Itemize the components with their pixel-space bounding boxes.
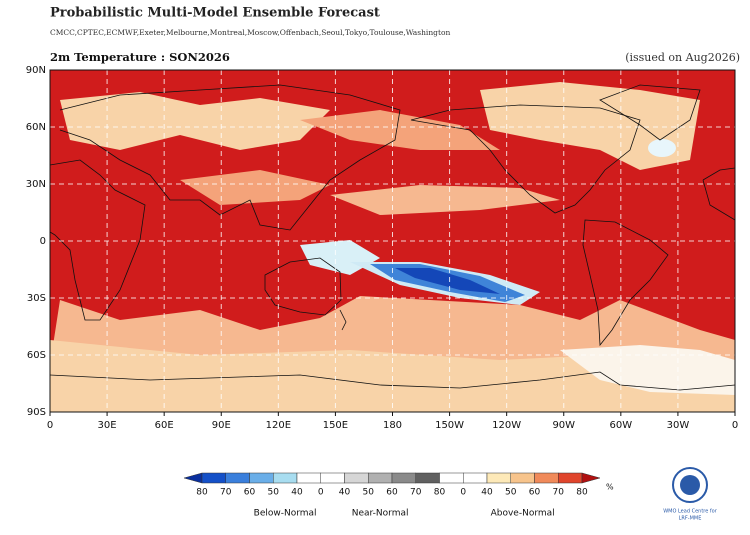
category-label: Near-Normal — [352, 509, 409, 519]
grid — [50, 70, 735, 412]
field-above-mid — [180, 170, 330, 205]
colorbar-segment — [510, 472, 535, 484]
lat-label: 90S — [27, 407, 46, 418]
legend: 80 70 60 50 40 0 40 50 60 70 80 0 40 50 60 70 80% Below-N… — [183, 472, 614, 519]
colorbar-segment — [225, 472, 250, 484]
colorbar-segment — [558, 472, 583, 484]
field-below-light — [648, 139, 676, 157]
colorbar-label: 70 — [220, 488, 232, 498]
colorbar-label: 50 — [505, 488, 517, 498]
colorbar-segment — [534, 472, 559, 484]
wmo-logo: WMO Lead Centre for LRF-MME — [663, 467, 718, 522]
coastlines — [49, 84, 736, 391]
colorbar-segment — [249, 472, 274, 484]
colorbar-end — [581, 472, 601, 484]
field-near — [560, 345, 735, 395]
colorbar-label: 60 — [529, 488, 541, 498]
category-label: Below-Normal — [254, 509, 317, 519]
colorbar-segment — [486, 472, 511, 484]
colorbar-label: 40 — [339, 488, 351, 498]
lon-label: 180 — [383, 420, 402, 431]
lon-label: 0 — [47, 420, 53, 431]
unit: % — [606, 483, 614, 492]
lat-label: 60S — [27, 350, 46, 361]
lat-label: 30N — [26, 179, 46, 190]
colorbar-label: 40 — [481, 488, 493, 498]
colorbar-segment — [273, 472, 298, 484]
colorbar-label: 80 — [196, 488, 208, 498]
field-above-mid — [330, 185, 560, 215]
lon-label: 60W — [610, 420, 633, 431]
map-title: 2m Temperature : SON2026 — [50, 50, 230, 64]
logo-text: LRF-MME — [679, 516, 702, 522]
field-above-mid — [300, 110, 500, 150]
colorbar-segment — [296, 472, 321, 484]
colorbar-segment — [368, 472, 393, 484]
colorbar-label: 80 — [576, 488, 588, 498]
field-above-light — [480, 82, 700, 170]
colorbar-segment — [415, 472, 440, 484]
issued: (issued on Aug2026) — [625, 51, 740, 64]
colorbar-label: 60 — [386, 488, 398, 498]
colorbar-end — [183, 472, 203, 484]
colorbar-label: 50 — [268, 488, 280, 498]
colorbar-segment — [391, 472, 416, 484]
lon-label: 150E — [323, 420, 348, 431]
lon-label: 90E — [212, 420, 231, 431]
colorbar-label: 0 — [460, 488, 466, 498]
lon-label: 90W — [552, 420, 575, 431]
logo-text: WMO Lead Centre for — [663, 509, 718, 515]
lon-label: 120E — [266, 420, 291, 431]
centers: CMCC,CPTEC,ECMWF,Exeter,Melbourne,Montre… — [50, 28, 450, 37]
lat-label: 90N — [26, 65, 46, 76]
lon-label: 30W — [667, 420, 690, 431]
colorbar-label: 80 — [434, 488, 446, 498]
colorbar-label: 50 — [363, 488, 375, 498]
lon-label: 120W — [492, 420, 521, 431]
lon-label: 30E — [98, 420, 117, 431]
lon-label: 60E — [155, 420, 174, 431]
field-above-light — [60, 92, 330, 150]
colorbar-segment — [344, 472, 369, 484]
colorbar-label: 60 — [244, 488, 256, 498]
category-label: Above-Normal — [491, 509, 555, 519]
field-below-strong — [395, 268, 500, 294]
colorbar-label: 0 — [318, 488, 324, 498]
colorbar-segment — [463, 472, 488, 484]
title: Probabilistic Multi-Model Ensemble Forec… — [50, 6, 380, 21]
lat-label: 0 — [40, 236, 46, 247]
colorbar-label: 70 — [553, 488, 565, 498]
colorbar-label: 70 — [410, 488, 422, 498]
lat-label: 60N — [26, 122, 46, 133]
lon-label: 150W — [435, 420, 464, 431]
colorbar-segment — [439, 472, 464, 484]
lon-label: 0 — [732, 420, 738, 431]
colorbar-segment — [320, 472, 345, 484]
lat-label: 30S — [27, 293, 46, 304]
logo-globe — [680, 475, 700, 495]
colorbar-label: 40 — [291, 488, 303, 498]
colorbar-segment — [201, 472, 226, 484]
